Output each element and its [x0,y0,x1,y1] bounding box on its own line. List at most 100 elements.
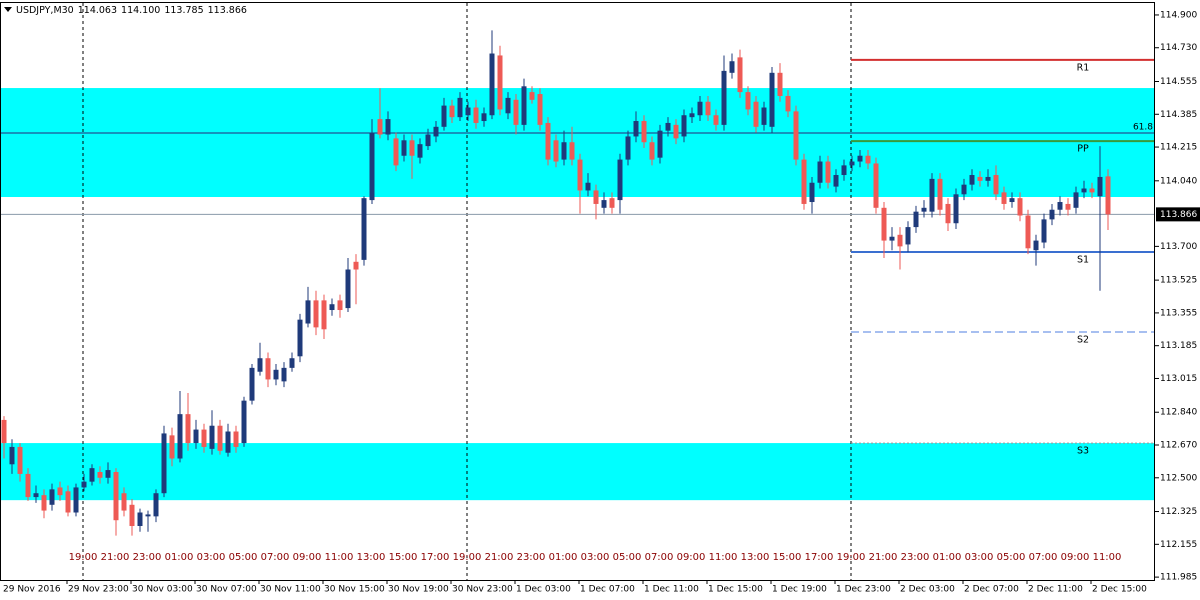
candle-body [257,358,263,372]
candle-body [65,491,71,513]
zone [0,443,1155,501]
header: USDJPY,M30 114.063 114.100 113.785 113.866 [16,5,247,16]
candle-body [681,115,687,137]
candle-body [553,140,559,162]
candle-body [969,175,975,185]
candle-body [1041,219,1047,243]
y-tick-label: 112.500 [1160,473,1197,483]
hour-label: 19:00 [453,552,482,563]
candle-body [793,111,799,160]
candle-body [281,367,287,382]
y-tick-label: 111.985 [1160,573,1197,583]
hour-label: 03:00 [965,552,994,563]
hour-label: 05:00 [613,552,642,563]
candle-body [1057,202,1063,210]
x-tick-label: 30 Nov 07:00 [196,585,257,595]
y-tick-label: 113.525 [1160,276,1197,286]
x-tick-label: 2 Dec 07:00 [964,585,1019,595]
candle-body [689,113,695,118]
x-tick-label: 29 Nov 23:00 [68,585,129,595]
candle-body [713,115,719,125]
candle-body [585,182,591,191]
x-tick-label: 1 Dec 07:00 [580,585,635,595]
candle-body [577,159,583,191]
candle-body [521,86,527,125]
hour-label: 01:00 [549,552,578,563]
hour-label: 23:00 [517,552,546,563]
hour-label: 15:00 [389,552,418,563]
x-tick-label: 1 Dec 03:00 [516,585,571,595]
candle-body [161,433,167,494]
candle-body [873,163,879,208]
candle-body [529,92,535,100]
candle-body [737,57,743,93]
candle-body [817,161,823,183]
candle-body [777,72,783,96]
candle-body [17,446,23,474]
candle-body [49,489,55,505]
level-label: PP [1077,144,1089,155]
candle-body [561,142,567,160]
candle-body [489,53,495,116]
candle-body [497,55,503,110]
hour-label: 07:00 [645,552,674,563]
candle-body [113,472,119,521]
fib-label: 61.8 [1133,122,1153,132]
candle-body [945,203,951,224]
candle-body [225,431,231,453]
candle-body [993,175,999,195]
candle-body [833,175,839,187]
candle-body [249,367,255,401]
x-tick-label: 30 Nov 15:00 [324,585,385,595]
x-tick-label: 1 Dec 23:00 [836,585,891,595]
candle-body [617,159,623,201]
candle-body [377,119,383,135]
y-tick-label: 112.840 [1160,408,1197,418]
candle-body [961,184,967,195]
candle-body [769,72,775,127]
candle-body [865,155,871,164]
candle-body [145,514,151,517]
candle-body [849,161,855,166]
x-tick-label: 30 Nov 19:00 [388,585,449,595]
candle-body [457,97,463,118]
candle-body [385,119,391,135]
y-tick-label: 113.355 [1160,308,1197,318]
price-tag [1156,207,1200,222]
candle-body [1009,198,1015,203]
candle-body [1089,188,1095,193]
candle-body [129,504,135,527]
candle-body [929,178,935,212]
candle-body [785,95,791,112]
candle-body [1001,192,1007,204]
hour-label: 15:00 [773,552,802,563]
candle-body [481,113,487,122]
candle-body [41,495,47,511]
candle-body [89,468,95,482]
candle-body [105,470,111,478]
hour-label: 07:00 [261,552,290,563]
menu-triangle[interactable] [4,7,12,12]
ohlc-value: 114.100 [121,5,160,16]
candle-body [393,138,399,166]
candle-body [889,236,895,241]
candle-body [153,493,159,517]
candle-body [1073,192,1079,208]
candle-body [721,70,727,125]
hour-label: 09:00 [677,552,706,563]
y-tick-label: 113.700 [1160,242,1197,252]
hour-label: 13:00 [357,552,386,563]
x-tick-label: 1 Dec 19:00 [772,585,827,595]
hour-label: 03:00 [581,552,610,563]
hour-label: 05:00 [229,552,258,563]
candle-body [641,121,647,143]
candle-body [473,107,479,123]
hour-label: 01:00 [933,552,962,563]
candle-body [921,207,927,212]
candle-body [1081,188,1087,193]
hour-label: 19:00 [837,552,866,563]
candle-body [297,319,303,357]
candle-body [801,159,807,204]
candle-body [25,473,31,498]
